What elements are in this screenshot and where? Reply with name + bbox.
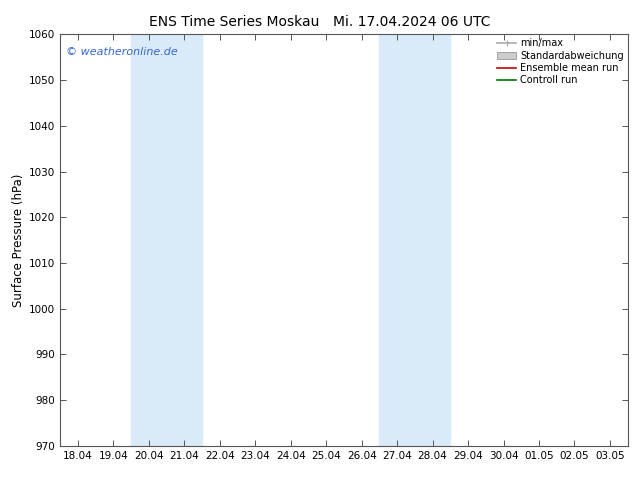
Text: © weatheronline.de: © weatheronline.de xyxy=(66,47,178,57)
Text: Mi. 17.04.2024 06 UTC: Mi. 17.04.2024 06 UTC xyxy=(333,15,491,29)
Bar xyxy=(379,34,450,446)
Y-axis label: Surface Pressure (hPa): Surface Pressure (hPa) xyxy=(12,173,25,307)
Legend: min/max, Standardabweichung, Ensemble mean run, Controll run: min/max, Standardabweichung, Ensemble me… xyxy=(495,36,626,87)
Bar xyxy=(131,34,202,446)
Text: ENS Time Series Moskau: ENS Time Series Moskau xyxy=(150,15,320,29)
